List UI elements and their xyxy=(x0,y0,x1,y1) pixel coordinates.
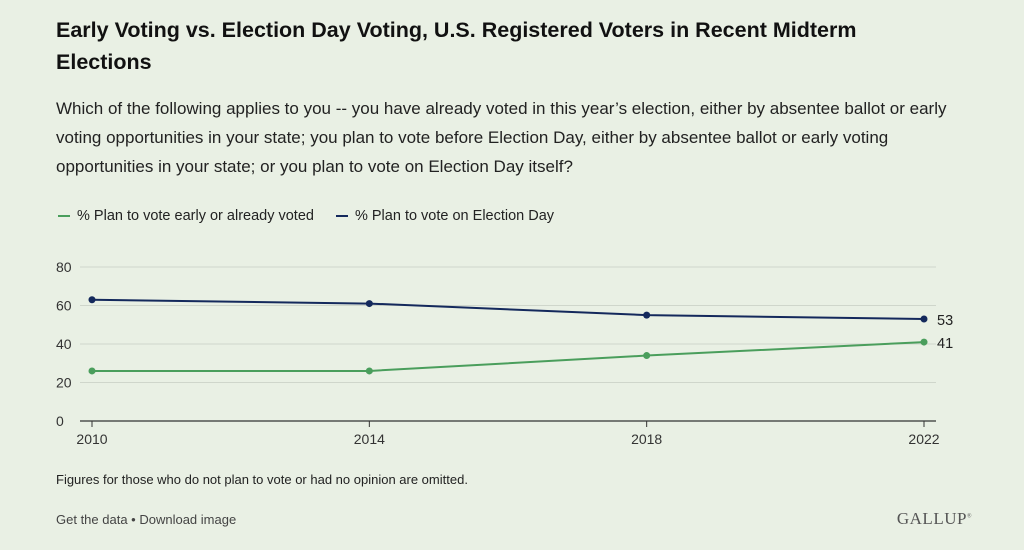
logo-text: GALLUP xyxy=(896,509,967,528)
y-tick-label: 20 xyxy=(56,375,72,391)
legend-item-election-day: % Plan to vote on Election Day xyxy=(335,208,555,224)
footer-links: Get the data • Download image xyxy=(56,512,236,527)
x-tick-label: 2010 xyxy=(76,431,107,447)
end-label-election-day: 53 xyxy=(937,313,953,329)
y-tick-label: 0 xyxy=(56,413,64,429)
series-line-election-day xyxy=(91,298,925,320)
chart-title: Early Voting vs. Election Day Voting, U.… xyxy=(56,18,857,74)
chart-subtitle: Which of the following applies to you --… xyxy=(56,99,947,176)
legend-swatch-early xyxy=(58,215,70,217)
data-point-early xyxy=(365,367,373,375)
data-point-election-day xyxy=(365,300,373,308)
logo-mark: ® xyxy=(966,513,972,520)
data-point-election-day xyxy=(88,296,96,304)
series-line-early xyxy=(92,341,925,372)
x-tick-label: 2018 xyxy=(631,431,662,447)
data-point-early xyxy=(88,367,96,375)
footer-separator: • xyxy=(127,512,140,527)
data-point-election-day xyxy=(920,315,928,323)
y-tick-label: 60 xyxy=(56,298,72,314)
download-image-link[interactable]: Download image xyxy=(139,512,237,527)
legend-item-early: % Plan to vote early or already voted xyxy=(58,208,314,224)
legend-label-early: % Plan to vote early or already voted xyxy=(77,208,314,224)
chart-legend: % Plan to vote early or already voted % … xyxy=(58,208,576,224)
footnote: Figures for those who do not plan to vot… xyxy=(56,472,468,487)
y-tick-label: 40 xyxy=(56,336,72,352)
data-point-early xyxy=(920,338,928,346)
get-data-link[interactable]: Get the data xyxy=(56,512,128,527)
data-point-early xyxy=(643,352,651,360)
x-tick-label: 2014 xyxy=(354,431,385,447)
end-label-early: 41 xyxy=(937,336,953,352)
data-point-election-day xyxy=(643,311,651,319)
y-tick-label: 80 xyxy=(56,259,72,275)
legend-label-election-day: % Plan to vote on Election Day xyxy=(354,208,555,224)
x-tick-label: 2022 xyxy=(908,431,939,447)
gallup-logo: GALLUP® xyxy=(897,509,972,529)
legend-swatch-election-day xyxy=(335,215,348,217)
